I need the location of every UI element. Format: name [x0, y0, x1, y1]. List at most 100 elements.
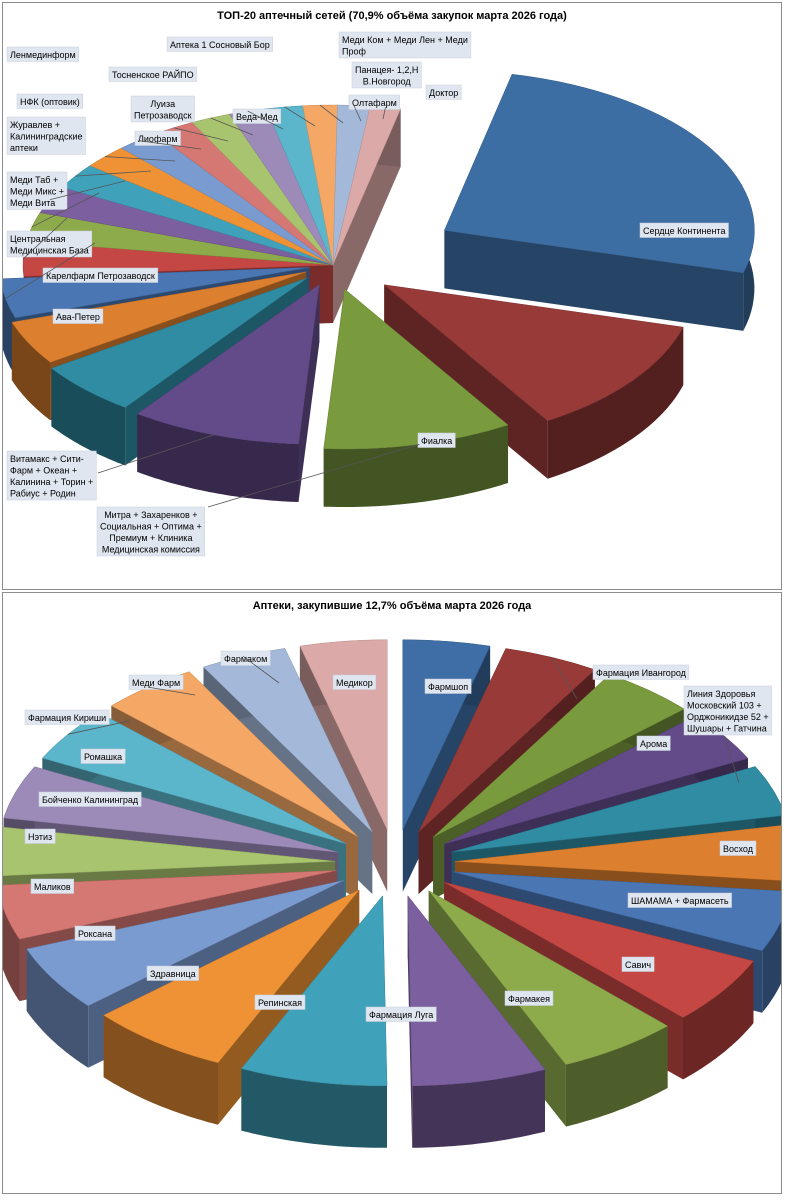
- svg-text:Савич: Савич: [625, 960, 651, 970]
- svg-text:Шушары + Гатчина: Шушары + Гатчина: [687, 724, 767, 734]
- slice-здравница: [240, 895, 388, 1087]
- data-label: Фармшоп: [424, 678, 472, 694]
- svg-text:Репинская: Репинская: [258, 998, 302, 1008]
- svg-text:аптеки: аптеки: [10, 143, 38, 153]
- data-label: Фармакея: [504, 990, 554, 1006]
- svg-text:Журавлев +: Журавлев +: [10, 120, 60, 130]
- svg-text:Социальная + Оптима +: Социальная + Оптима +: [100, 522, 202, 532]
- svg-text:Аптека 1 Сосновый Бор: Аптека 1 Сосновый Бор: [170, 40, 270, 50]
- data-label: Витамакс + Сити- Фарм + Океан +Калинина +…: [6, 434, 214, 501]
- svg-text:Луиза: Луиза: [150, 99, 175, 109]
- data-label: НФК (оптовик): [16, 93, 126, 201]
- slice-бойченко-калининград: [3, 826, 336, 876]
- slice-маликов: [26, 880, 344, 1007]
- data-label: Ава-Петер: [52, 308, 104, 324]
- data-label: Медикор: [332, 674, 376, 690]
- data-label: Луиза Петрозаводск: [130, 95, 202, 150]
- data-label: Бойченко Калининград: [38, 791, 142, 807]
- chart-top20-networks: ТОП-20 аптечный сетей (70,9% объёма заку…: [2, 2, 782, 590]
- svg-text:Олтафарм: Олтафарм: [352, 98, 397, 108]
- data-label: Фармация Кириши: [24, 709, 130, 735]
- svg-text:Центральная: Центральная: [10, 234, 66, 244]
- slice-фиалка: [383, 284, 684, 422]
- svg-text:Бойченко Калининград: Бойченко Калининград: [42, 795, 139, 805]
- chart-title: ТОП-20 аптечный сетей (70,9% объёма заку…: [217, 10, 567, 22]
- svg-text:Митра + Захаренков +: Митра + Захаренков +: [104, 510, 197, 520]
- data-label: Фармаком: [220, 650, 280, 684]
- data-label: Панацея- 1,2,Н В.Новгород: [319, 61, 422, 124]
- svg-text:Роксана: Роксана: [78, 929, 112, 939]
- slice-савич: [452, 871, 781, 952]
- data-label: Здравница: [146, 965, 199, 981]
- data-label: Ромашка: [80, 748, 126, 764]
- svg-text:Панацея- 1,2,Н: Панацея- 1,2,Н: [355, 65, 418, 75]
- data-label: Роксана: [74, 925, 116, 941]
- svg-text:В.Новгород: В.Новгород: [363, 77, 412, 87]
- svg-text:НФК (оптовик): НФК (оптовик): [20, 97, 80, 107]
- svg-text:Лиофарм: Лиофарм: [138, 134, 178, 144]
- data-label: Нэтиз: [24, 828, 56, 844]
- svg-text:Московский 103 +: Московский 103 +: [687, 701, 762, 711]
- svg-text:ШАМАМА + Фармасеть: ШАМАМА + Фармасеть: [631, 896, 729, 906]
- svg-text:Проф: Проф: [342, 47, 366, 57]
- slice-фармация-луга: [428, 890, 669, 1065]
- chart-title: Аптеки, закупившие 12,7% объёма марта 20…: [252, 600, 532, 612]
- data-label: Линия Здоровья Московский 103 +Орджоникид…: [683, 685, 772, 784]
- slice-шамама-фармасеть: [454, 825, 781, 881]
- svg-text:Меди Таб +: Меди Таб +: [10, 175, 58, 185]
- svg-text:Фармация Луга: Фармация Луга: [369, 1010, 433, 1020]
- svg-text:Ромашка: Ромашка: [84, 752, 122, 762]
- data-label: Савич: [621, 956, 655, 972]
- svg-text:Калининградские: Калининградские: [10, 132, 83, 142]
- data-label: Сердце Континента: [639, 222, 729, 238]
- svg-text:Петрозаводск: Петрозаводск: [134, 111, 192, 121]
- svg-text:Нэтиз: Нэтиз: [28, 832, 52, 842]
- data-label: Ленмединформ: [6, 46, 152, 177]
- chart-pharmacies: Аптеки, закупившие 12,7% объёма марта 20…: [2, 592, 782, 1194]
- data-label: Аптека 1 Сосновый Бор: [166, 36, 284, 130]
- slice-нэтиз: [3, 870, 337, 940]
- svg-text:Фармация Кириши: Фармация Кириши: [28, 713, 106, 723]
- slice-labels: Фармшоп Фармация Ивангород Арома Линия Здор…: [24, 650, 772, 1022]
- data-label: Репинская: [254, 994, 306, 1010]
- data-label: Меди Фарм: [128, 674, 196, 696]
- data-label: Меди Таб + Меди Микс +Меди Вита: [6, 171, 68, 260]
- data-label: Маликов: [30, 878, 74, 894]
- slice-репинская: [407, 895, 546, 1086]
- slice-ромашка: [3, 766, 339, 853]
- data-label: Доктор: [382, 84, 462, 120]
- svg-text:Меди Ком + Меди Лен + Меди: Меди Ком + Меди Лен + Меди: [342, 35, 468, 45]
- svg-text:Орджоникидзе 52 +: Орджоникидзе 52 +: [687, 712, 769, 722]
- pie-chart-svg: Сердце Континента Фиалка Митра + Захаренко…: [3, 31, 755, 557]
- svg-text:Фармаком: Фармаком: [224, 654, 267, 664]
- svg-text:Медицинская База: Медицинская База: [10, 246, 89, 256]
- data-label: Фармация Луга: [365, 1006, 437, 1022]
- svg-text:Фармшоп: Фармшоп: [428, 682, 468, 692]
- svg-text:Фармация Ивангород: Фармация Ивангород: [596, 668, 687, 678]
- slice-labels: Сердце Континента Фиалка Митра + Захаренко…: [5, 31, 729, 557]
- svg-text:Фиалка: Фиалка: [421, 436, 452, 446]
- svg-text:Калинина + Торин +: Калинина + Торин +: [10, 477, 93, 487]
- svg-text:Меди Микс +: Меди Микс +: [10, 187, 64, 197]
- svg-text:Ава-Петер: Ава-Петер: [56, 312, 100, 322]
- data-label: Олтафарм: [348, 94, 401, 122]
- pie-chart-svg: Фармшоп Фармация Ивангород Арома Линия Здор…: [3, 639, 781, 1148]
- slice-tops: [3, 639, 781, 1087]
- svg-text:Витамакс + Сити-: Витамакс + Сити-: [10, 454, 84, 464]
- svg-text:Фармакея: Фармакея: [508, 994, 550, 1004]
- svg-text:Меди Фарм: Меди Фарм: [132, 678, 180, 688]
- svg-text:Линия Здоровья: Линия Здоровья: [687, 689, 755, 699]
- data-label: Веда-Мед: [210, 108, 281, 136]
- svg-text:Ленмединформ: Ленмединформ: [10, 50, 76, 60]
- svg-text:Здравница: Здравница: [150, 969, 196, 979]
- data-label: Меди Ком + Меди Лен + Меди Проф: [284, 31, 472, 127]
- slice-ава-петер: [50, 277, 308, 408]
- svg-text:Меди Вита: Меди Вита: [10, 198, 55, 208]
- data-label: Карелфарм Петрозаводск: [42, 267, 159, 283]
- data-label: Фармация Ивангород: [551, 657, 690, 700]
- svg-text:Премиум + Клиника: Премиум + Клиника: [109, 533, 192, 543]
- svg-text:Веда-Мед: Веда-Мед: [236, 112, 278, 122]
- slice-восход: [451, 766, 781, 853]
- svg-text:Сердце Континента: Сердце Континента: [643, 226, 725, 236]
- svg-text:Карелфарм Петрозаводск: Карелфарм Петрозаводск: [46, 271, 155, 281]
